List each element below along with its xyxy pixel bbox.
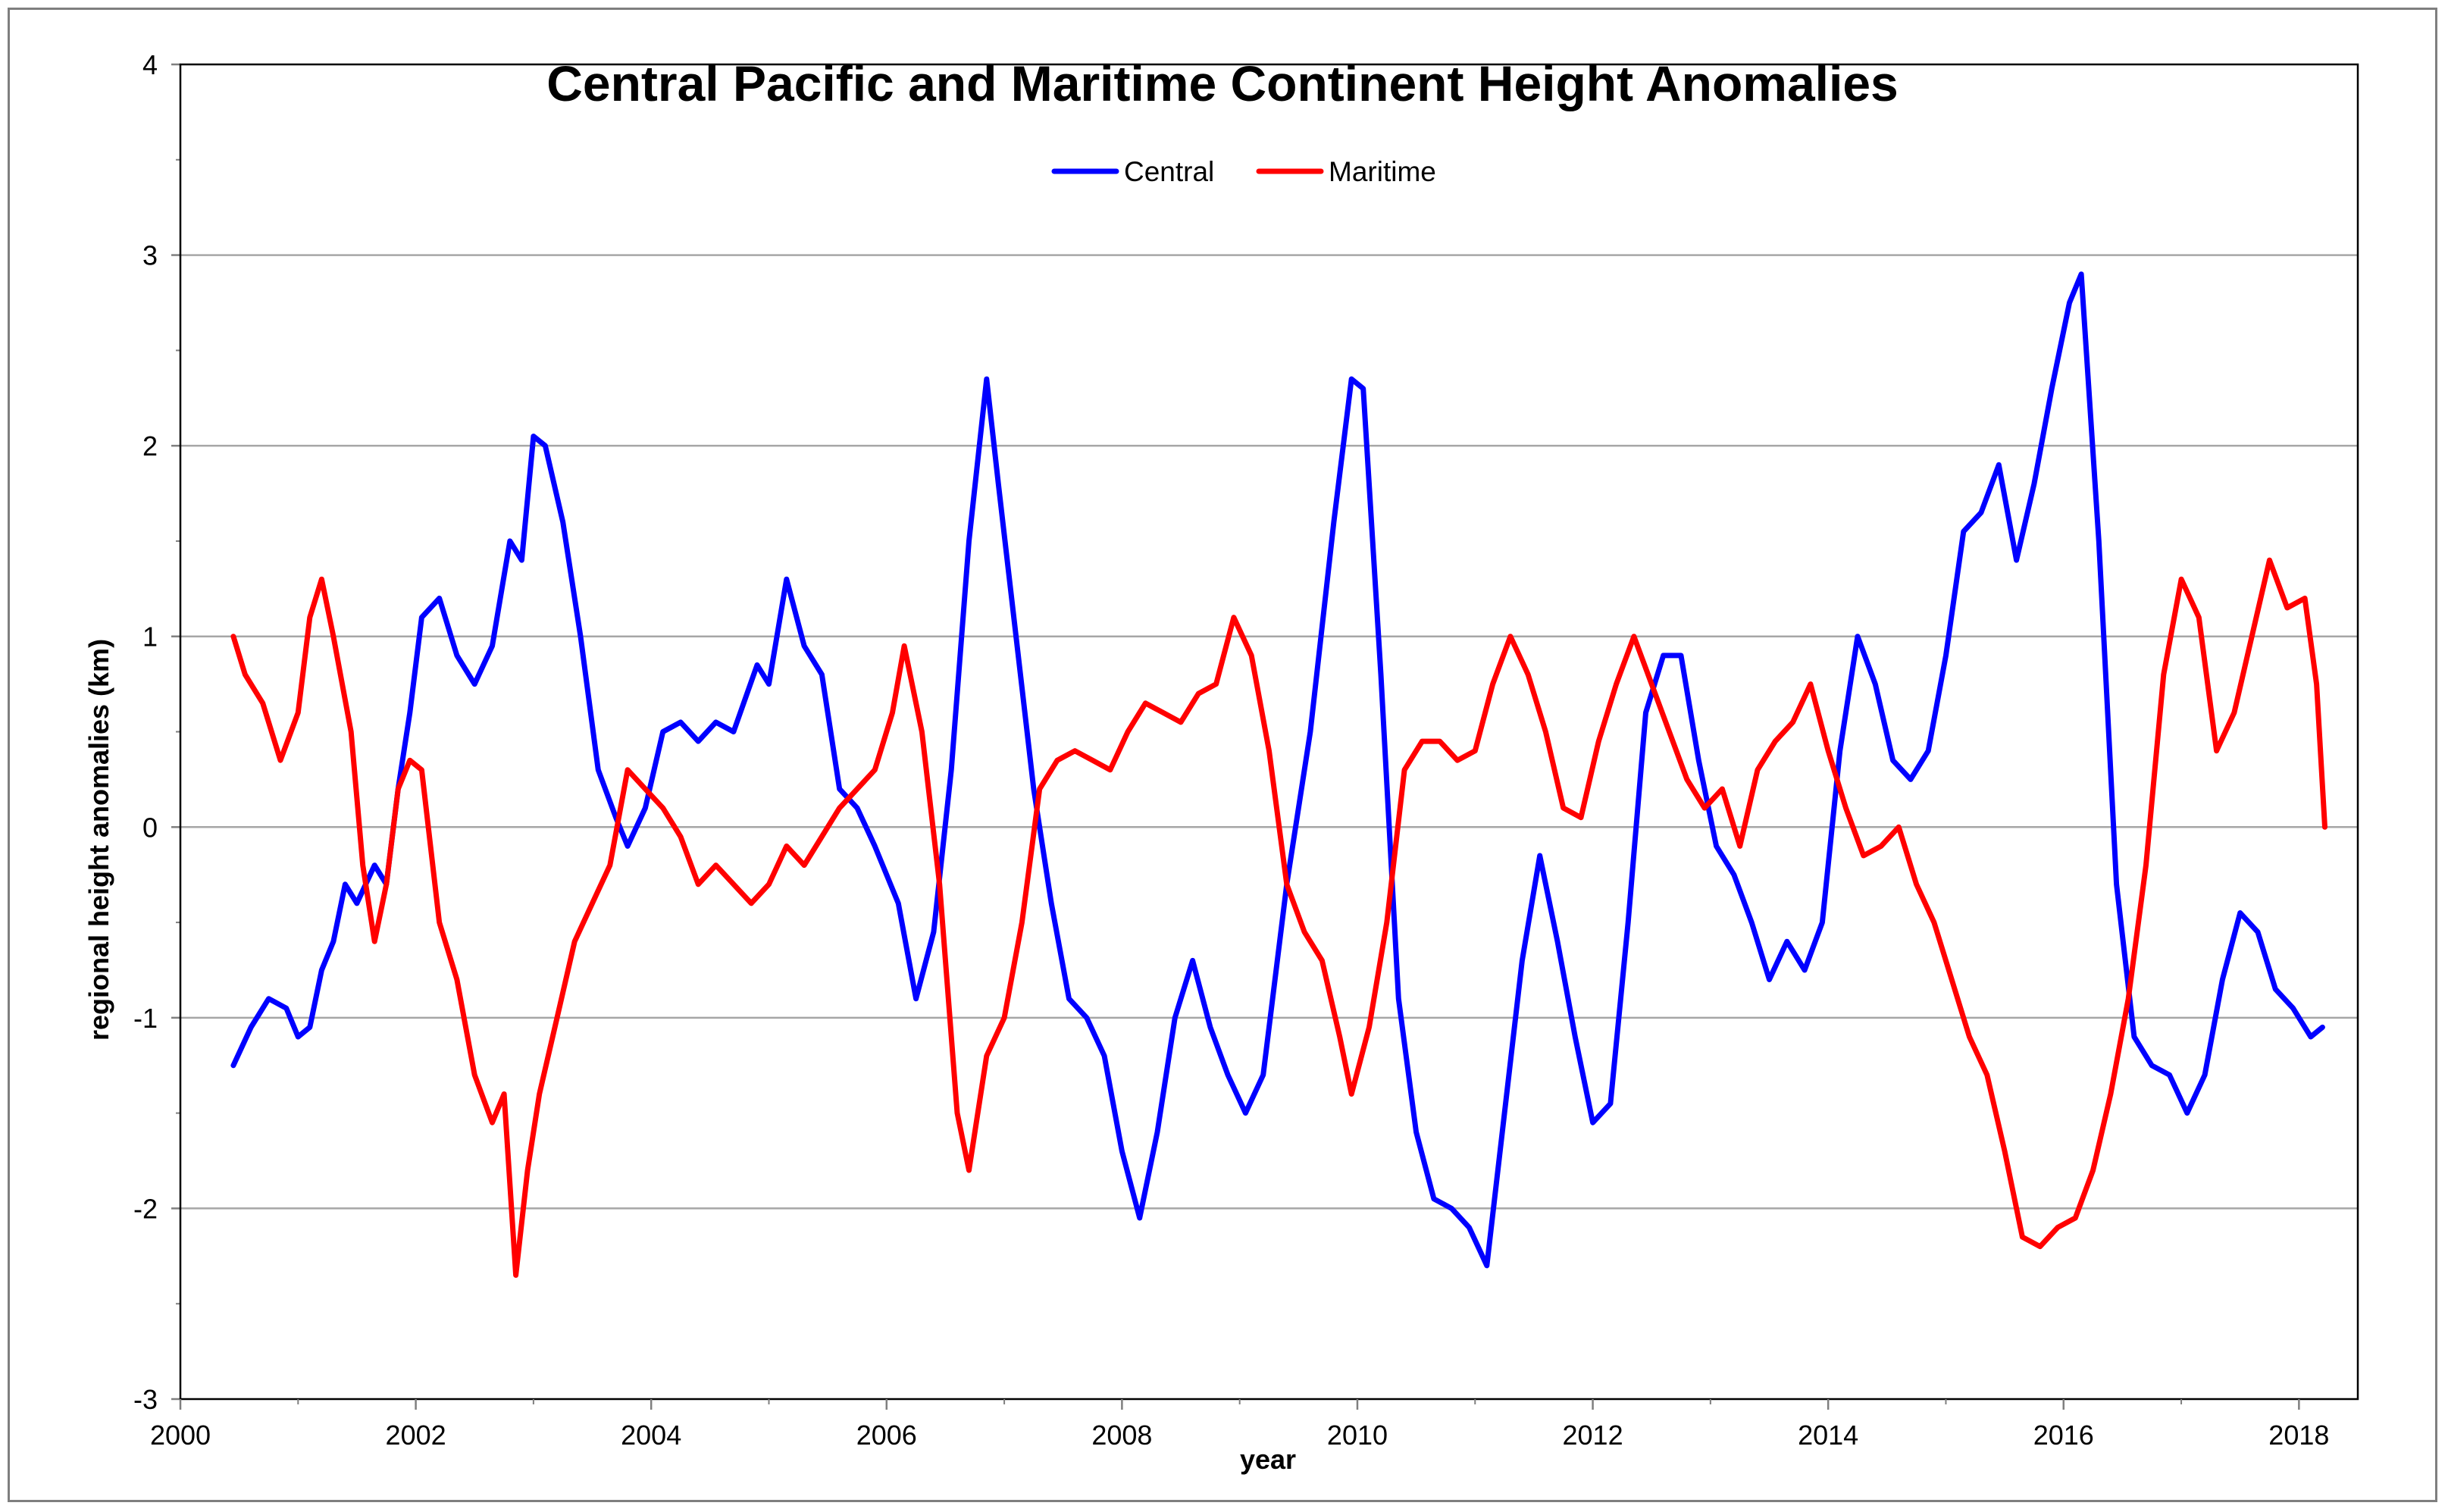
- x-tick-label: 2006: [856, 1420, 917, 1451]
- y-tick-label: 0: [142, 812, 158, 843]
- y-tick-label: -1: [133, 1003, 158, 1034]
- y-tick-label: 1: [142, 621, 158, 653]
- x-tick-label: 2010: [1327, 1420, 1388, 1451]
- chart-svg: Central Pacific and Maritime Continent H…: [83, 49, 2359, 1475]
- chart-frame: Central Pacific and Maritime Continent H…: [8, 8, 2437, 1502]
- legend-label-maritime: Maritime: [1329, 156, 1436, 187]
- x-axis-title: year: [1240, 1444, 1296, 1475]
- plot-area-border: [179, 63, 2359, 1401]
- axes: [171, 63, 2359, 1410]
- x-tick-label: 2012: [1563, 1420, 1623, 1451]
- y-tick-label: -2: [133, 1193, 158, 1224]
- y-tick-label: 4: [142, 49, 158, 80]
- x-tick-label: 2014: [1798, 1420, 1858, 1451]
- y-tick-label: 3: [142, 240, 158, 271]
- y-axis-title: regional height anomalies (km): [83, 639, 114, 1041]
- x-tick-label: 2000: [150, 1420, 211, 1451]
- tick-labels: -3 -2 -1 0 1 2 3 4 2000 2002 2004 2006 2008 2010 2012 2…: [133, 49, 2329, 1451]
- x-tick-label: 2018: [2268, 1420, 2329, 1451]
- x-tick-label: 2004: [621, 1420, 681, 1451]
- y-tick-label: 2: [142, 430, 158, 462]
- series-line-maritime: [230, 557, 2327, 1278]
- legend-label-central: Central: [1124, 156, 1214, 187]
- gridlines: [180, 254, 2358, 1210]
- x-tick-label: 2008: [1091, 1420, 1152, 1451]
- x-tick-label: 2016: [2033, 1420, 2094, 1451]
- x-tick-label: 2002: [386, 1420, 446, 1451]
- series-line-central: [230, 271, 2325, 1269]
- y-tick-label: -3: [133, 1384, 158, 1415]
- legend: Central Maritime: [1051, 156, 1436, 187]
- series-group: [230, 271, 2327, 1278]
